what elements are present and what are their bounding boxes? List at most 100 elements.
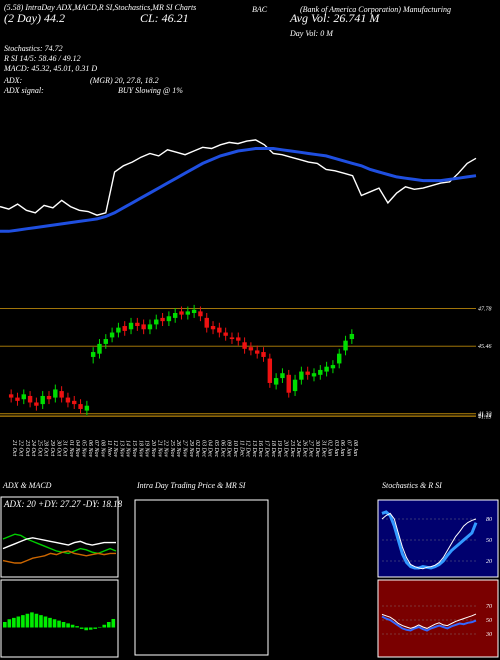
macd: MACD: 45.32, 45.01, 0.31 D [3,64,97,73]
y-tick-label: 41.22 [478,412,492,419]
adx: ADX: [3,76,23,85]
company: (Bank of America Corporation) Manufactur… [300,5,451,14]
x-tick-label: 16 Dec [257,440,263,457]
title: (5.58) IntraDay ADX,MACD,R SI,Stochastic… [4,3,196,12]
histogram-bar [7,619,12,628]
x-tick-label: 06 Jan [339,440,345,456]
intraday-title: Intra Day Trading Price & MR SI [136,481,246,490]
series-line [381,510,478,570]
x-tick-label: 05 Nov [81,440,87,458]
candle-body [166,316,172,322]
histogram-bar [84,627,88,631]
histogram-bar [102,624,107,628]
histogram-bar [111,618,116,628]
x-tick-label: 31 Oct [62,439,68,456]
panel-title: ADX & MACD [2,481,52,490]
x-tick-label: 26 Dec [301,440,307,457]
x-tick-label: 15 Nov [131,440,137,458]
y-tick-label: 20 [486,559,492,565]
histogram-bar [43,616,48,628]
adx-signal: ADX signal: [3,86,44,95]
histogram-bar [61,622,66,628]
candle-body [311,373,317,377]
y-tick-label: 30 [485,632,492,638]
candle-body [248,347,254,351]
x-tick-label: 21 Oct [11,440,17,456]
x-tick-label: 02 Dec [194,440,200,457]
x-tick-label: 20 Dec [282,440,288,457]
candle-body [65,397,71,403]
x-tick-label: 19 Nov [144,440,150,458]
candle-body [204,317,209,328]
x-tick-label: 24 Dec [295,440,302,457]
candle-body [172,313,178,318]
x-tick-label: 20 Nov [150,440,156,458]
candle-body [318,369,323,375]
series-line [381,615,477,632]
candle-body [97,343,102,354]
series-line [0,139,477,216]
histogram-bar [25,613,30,628]
symbol: BAC [252,5,268,14]
x-tick-label: 19 Dec [276,440,282,457]
histogram-bar [3,622,7,628]
candle-body [229,337,235,340]
x-tick-label: 11 Nov [106,440,112,457]
x-tick-label: 09 Dec [226,440,232,457]
series-line [2,550,116,564]
candle-body [242,342,247,349]
x-tick-label: 17 Dec [264,440,270,457]
x-tick-label: 27 Nov [182,440,188,458]
histogram-bar [106,622,111,628]
histogram-bar [12,617,16,628]
x-tick-label: 06 Dec [219,440,225,457]
adx-box [0,496,119,578]
x-tick-label: 23 Dec [289,440,295,457]
candle-body [122,326,127,331]
day-vol: Day Vol: 0 M [289,29,334,38]
candle-body [147,324,153,330]
x-tick-label: 27 Dec [308,440,314,457]
x-tick-label: 12 Nov [112,440,118,458]
intraday-box [134,499,269,656]
series-line [381,512,477,570]
histogram-bar [93,627,98,629]
candle-body [292,379,298,392]
x-tick-label: 23 Oct [24,440,30,456]
candle-body [236,337,241,341]
x-tick-label: 11 Dec [238,440,244,457]
y-tick-label: 80 [486,517,492,523]
x-tick-label: 13 Dec [251,440,257,457]
panel-title: Stochastics & R SI [382,481,442,490]
histogram-bar [66,623,70,628]
candle-body [34,402,39,406]
candle-body [116,327,121,333]
candle-body [72,400,77,405]
candle-body [349,333,355,340]
panel-subtitle: ADX: 20 +DY: 27.27 -DY: 18.18 [3,499,123,509]
x-tick-label: 29 Oct [49,440,55,456]
candle-body [53,389,58,398]
candle-body [286,374,291,393]
x-tick-label: 21 Nov [156,440,162,458]
candle-body [299,371,304,380]
x-tick-label: 22 Nov [163,440,169,458]
candle-body [141,324,146,330]
candle-body [135,322,140,327]
x-tick-label: 07 Jan [346,440,352,456]
x-tick-label: 25 Oct [36,440,42,456]
candle-body [27,395,33,403]
x-tick-label: 30 Oct [55,439,61,456]
y-tick-label: 50 [486,538,492,544]
two-day: (2 Day) 44.2 [4,11,65,25]
candle-body [273,378,279,385]
y-tick-label: 45.46 [478,343,492,350]
y-tick-label: 50 [486,618,492,624]
x-tick-label: 18 Dec [270,440,276,457]
histogram-bar [21,615,25,628]
series-line [2,537,116,550]
candle-body [179,311,184,315]
candle-body [210,326,216,330]
x-tick-label: 03 Jan [333,440,339,456]
